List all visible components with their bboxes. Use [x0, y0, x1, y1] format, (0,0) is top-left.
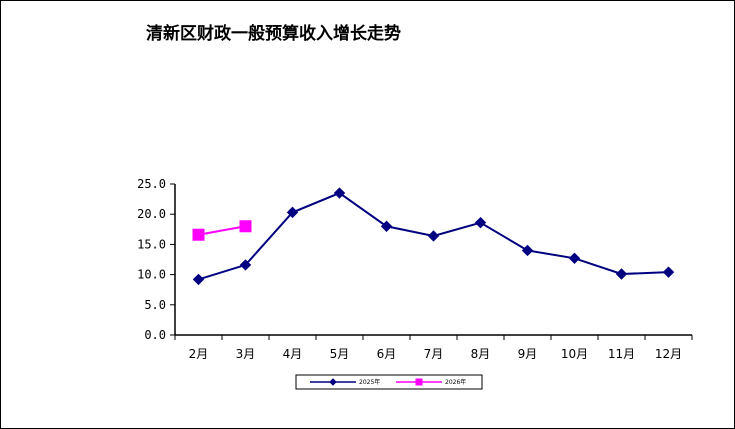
y-tick-label: 10.0 — [137, 268, 166, 282]
data-point — [239, 220, 252, 233]
y-tick-label: 20.0 — [137, 207, 166, 221]
y-tick-label: 5.0 — [144, 298, 166, 312]
x-tick-label: 4月 — [283, 347, 303, 361]
data-point — [286, 206, 299, 219]
series-1 — [192, 187, 675, 286]
data-point — [239, 259, 252, 271]
data-point — [474, 216, 487, 229]
data-point — [662, 266, 675, 278]
y-tick-label: 0.0 — [144, 328, 166, 342]
x-tick-label: 11月 — [608, 347, 635, 361]
data-point — [192, 273, 205, 286]
x-tick-label: 2月 — [189, 347, 209, 361]
y-tick-label: 25.0 — [137, 177, 166, 191]
data-point — [568, 252, 581, 264]
legend-label: 2025年 — [359, 378, 380, 386]
data-point — [333, 187, 346, 199]
series-line — [198, 225, 246, 236]
x-tick-label: 10月 — [561, 347, 588, 361]
legend-marker — [415, 378, 423, 386]
x-tick-label: 5月 — [330, 347, 350, 361]
x-tick-label: 9月 — [518, 347, 538, 361]
data-point — [192, 228, 205, 241]
data-point — [380, 220, 393, 232]
data-point — [615, 268, 628, 280]
legend-marker — [329, 378, 337, 386]
x-tick-label: 6月 — [377, 347, 397, 361]
x-tick-label: 8月 — [471, 347, 491, 361]
x-tick-label: 12月 — [655, 347, 682, 361]
data-point — [427, 230, 440, 242]
y-tick-label: 15.0 — [137, 237, 166, 251]
x-tick-label: 3月 — [236, 347, 256, 361]
legend-box — [295, 374, 483, 390]
x-tick-label: 7月 — [424, 347, 444, 361]
chart-title: 清新区财政一般预算收入增长走势 — [146, 24, 401, 44]
series-2 — [192, 220, 252, 241]
legend-label: 2026年 — [445, 378, 466, 386]
data-point — [521, 244, 534, 257]
